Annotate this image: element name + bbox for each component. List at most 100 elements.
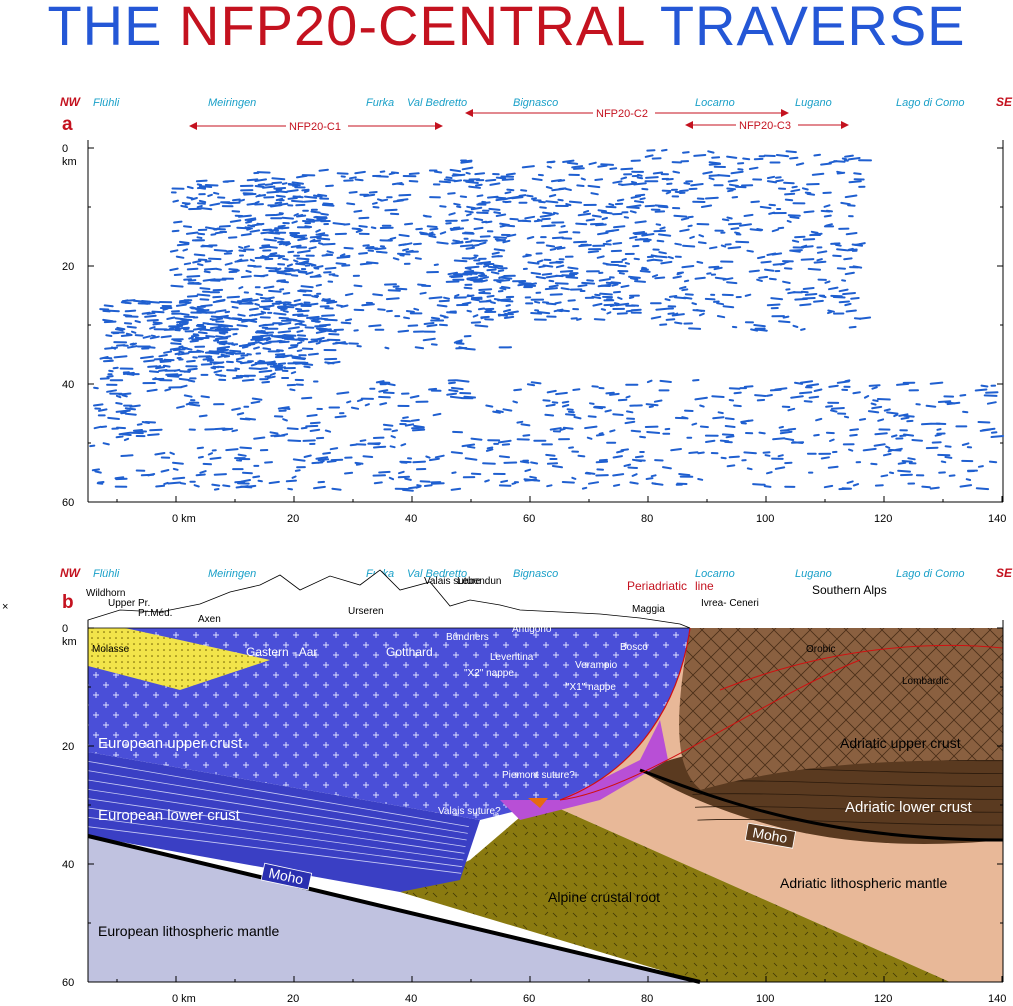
reflector-segment [512,400,518,404]
reflector-segment [241,378,255,382]
reflector-segment [452,239,461,243]
panel-a-y-tick-0: 0 [62,143,68,155]
reflector-segment [422,337,436,342]
reflector-segment [665,191,671,195]
reflector-segment [630,277,639,281]
reflector-segment [280,307,288,311]
reflector-segment [243,245,250,249]
reflector-segment [466,276,479,280]
reflector-segment [946,401,961,406]
reflector-segment [838,300,850,304]
reflector-segment [149,326,156,330]
reflector-segment [261,255,270,259]
reflector-segment [454,293,460,298]
reflector-segment [862,447,877,452]
reflector-segment [246,178,259,182]
reflector-segment [278,316,290,320]
reflector-segment [598,458,608,462]
reflector-segment [313,194,323,198]
reflector-segment [228,342,234,345]
reflector-segment [567,410,575,414]
reflector-segment [628,204,642,208]
reflector-segment [816,258,823,262]
panel-b-x-tick-20: 20 [287,993,299,1005]
reflector-segment [559,270,574,273]
reflector-segment [281,216,294,220]
reflector-segment [165,373,179,376]
reflector-segment [414,257,422,260]
reflector-segment [495,409,504,413]
reflector-segment [705,439,716,443]
reflector-segment [162,364,171,368]
reflector-segment [501,178,515,181]
reflector-segment [936,428,942,431]
reflector-segment [545,453,556,457]
moho-badge-west: Moho [260,862,313,891]
reflector-segment [278,322,292,326]
reflector-segment [450,451,463,455]
reflector-segment [439,314,447,318]
reflector-segment [480,279,488,283]
reflector-segment [412,460,426,464]
reflector-segment [186,185,194,190]
reflector-segment [646,431,661,434]
reflector-segment [694,276,706,280]
reflector-segment [791,185,798,189]
reflector-segment [630,180,637,184]
reflector-segment [318,242,324,245]
reflector-segment [322,451,331,455]
reflector-segment [293,298,301,303]
reflector-segment [577,284,588,288]
reflector-segment [609,167,618,170]
reflector-segment [324,266,337,270]
reflector-segment [844,154,854,158]
reflector-segment [568,200,583,204]
reflector-segment [256,171,271,174]
reflector-segment [660,260,673,265]
reflector-segment [768,203,776,207]
reflector-segment [530,461,539,465]
reflector-segment [398,470,405,475]
insubric-fault-3 [719,644,1004,691]
reflector-segment [573,240,588,244]
reflector-segment [790,395,804,399]
reflector-segment [346,400,352,404]
reflector-segment [900,416,910,420]
reflector-segment [502,239,511,244]
reflector-segment [273,236,285,241]
reflector-segment [568,446,574,449]
reflector-segment [260,274,269,278]
reflector-segment [269,360,276,364]
reflector-segment [576,184,585,187]
reflector-segment [551,187,565,192]
reflector-segment [554,245,563,249]
reflector-segment [158,369,168,372]
reflector-segment [593,318,606,321]
reflector-segment [229,349,242,353]
reflector-segment [754,394,767,397]
reflector-segment [190,197,198,201]
reflector-segment [447,192,456,195]
reflector-segment [301,396,313,400]
reflector-segment [300,426,308,430]
reflector-segment [115,394,122,399]
reflector-segment [234,367,240,370]
panel-b-x-tick-0: 0 km [172,993,196,1005]
reflector-segment [210,233,217,236]
reflector-segment [800,258,815,261]
reflector-segment [545,302,557,306]
reflector-segment [546,484,553,488]
reflector-segment [545,244,556,248]
reflector-segment [277,190,288,194]
reflector-segment [428,234,437,239]
reflector-segment [698,312,705,317]
reflector-segment [229,219,242,223]
reflector-segment [291,234,298,238]
reflector-segment [678,473,691,477]
reflector-segment [871,386,878,390]
molasse [88,620,270,690]
reflector-segment [546,462,559,465]
reflector-segment [281,182,288,185]
reflector-segment [625,395,631,399]
reflector-segment [296,349,303,352]
